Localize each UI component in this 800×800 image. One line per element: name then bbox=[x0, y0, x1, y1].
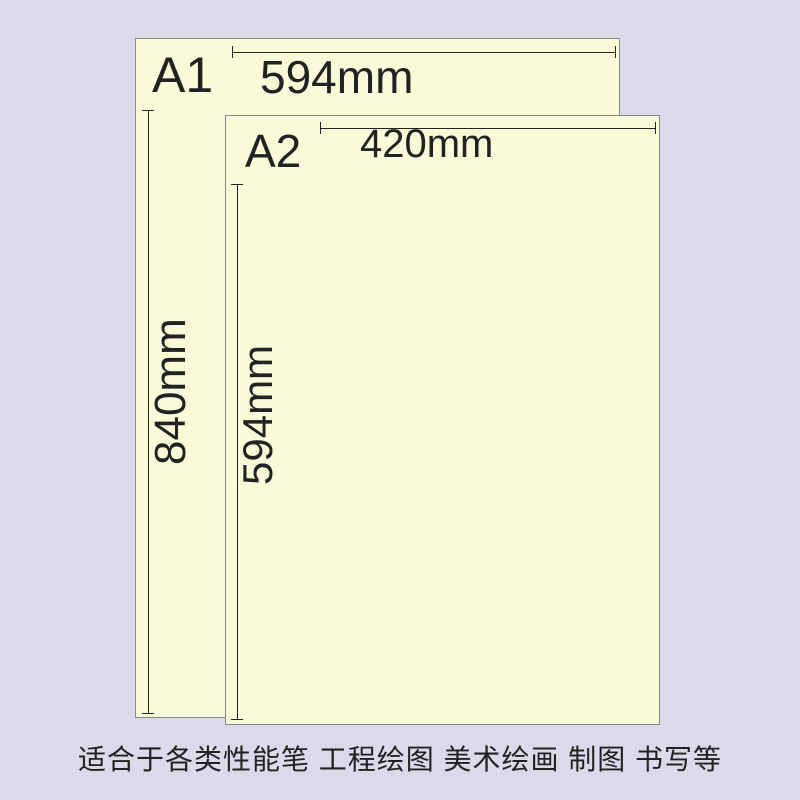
label-a1-height: 840mm bbox=[146, 318, 196, 465]
tick bbox=[232, 46, 233, 58]
label-a2-height: 594mm bbox=[234, 345, 282, 485]
paper-sheet-a2 bbox=[225, 115, 660, 725]
label-a1-name: A1 bbox=[152, 46, 213, 104]
label-a1-width: 594mm bbox=[260, 50, 413, 104]
tick bbox=[231, 184, 243, 185]
tick bbox=[231, 719, 243, 720]
tick bbox=[142, 110, 154, 111]
caption-text: 适合于各类性能笔 工程绘图 美术绘画 制图 书写等 bbox=[0, 738, 800, 778]
tick bbox=[142, 713, 154, 714]
tick bbox=[655, 122, 656, 134]
tick bbox=[615, 46, 616, 58]
label-a2-name: A2 bbox=[245, 124, 301, 178]
tick bbox=[320, 122, 321, 134]
label-a2-width: 420mm bbox=[360, 122, 493, 167]
